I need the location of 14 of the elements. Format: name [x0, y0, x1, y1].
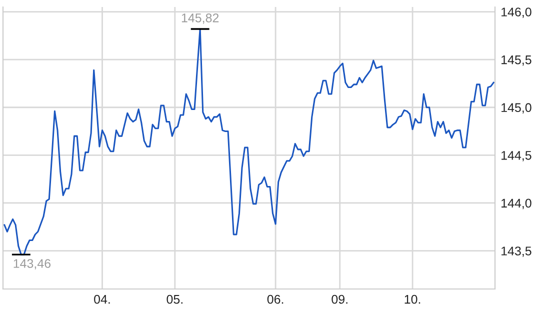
x-tick-label: 05. — [166, 294, 182, 304]
annotation: 143,46 — [14, 259, 51, 270]
y-tick-label: 145,0 — [502, 103, 532, 114]
y-tick-label: 145,5 — [502, 56, 532, 66]
y-tick-label: 144,0 — [502, 198, 532, 210]
y-tick-label: 143,5 — [502, 246, 532, 257]
y-tick-label: 146,0 — [502, 8, 532, 18]
x-tick-label: 09. — [332, 294, 348, 304]
line-series — [4, 28, 494, 256]
x-tick-label: 10. — [404, 294, 420, 304]
x-tick-label: 04. — [94, 294, 110, 304]
annotation: 145,82 — [182, 14, 219, 24]
x-tick-label: 06. — [267, 294, 284, 304]
y-tick-label: 144,5 — [502, 151, 532, 162]
